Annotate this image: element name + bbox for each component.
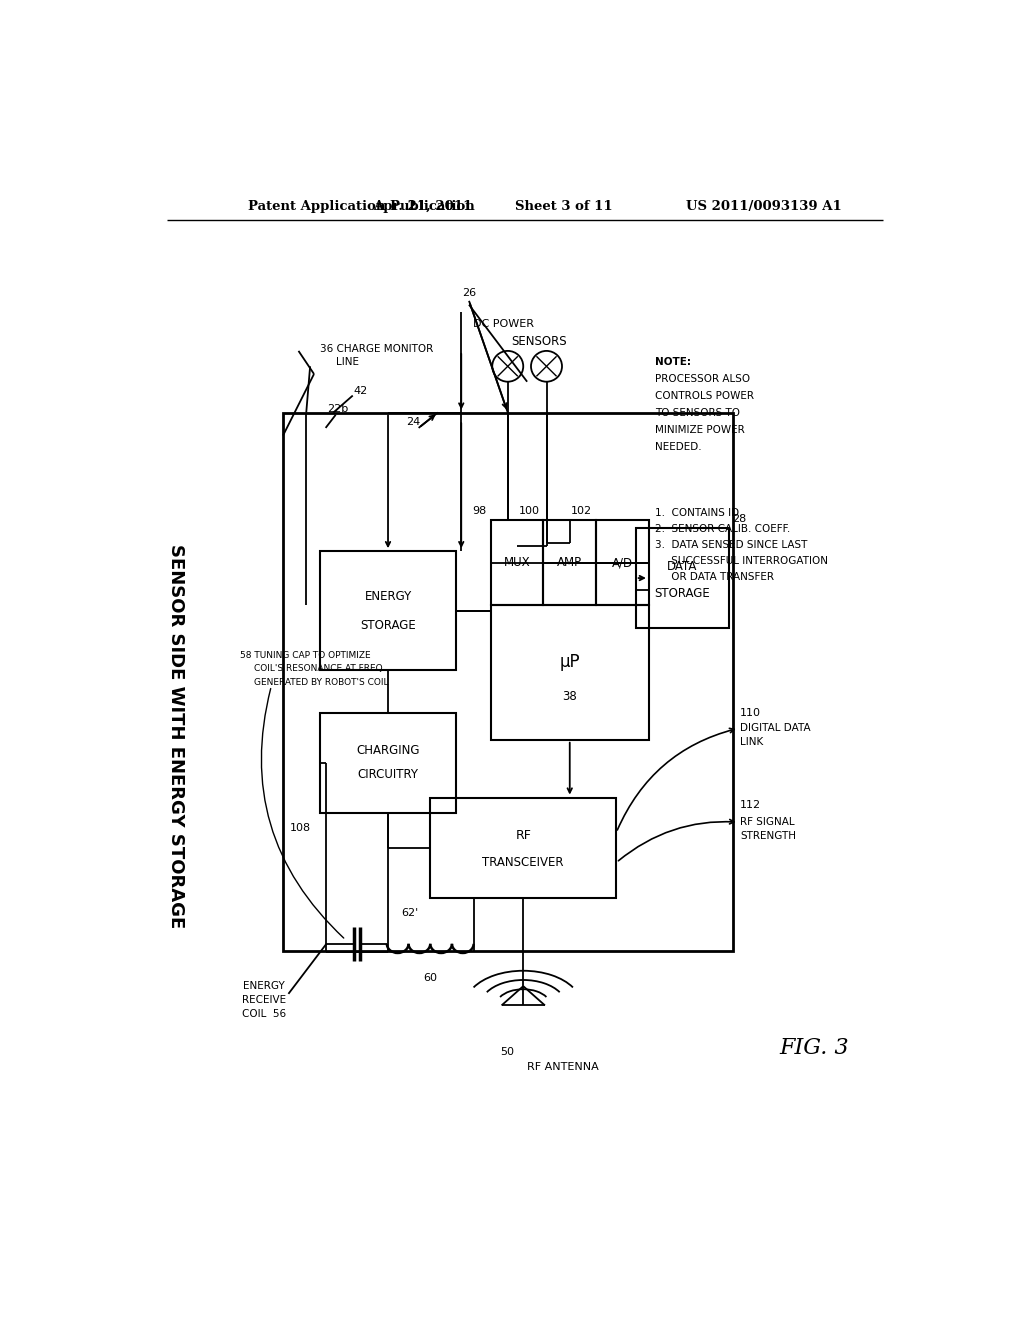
Text: 58 TUNING CAP TO OPTIMIZE: 58 TUNING CAP TO OPTIMIZE	[241, 651, 371, 660]
Text: DIGITAL DATA: DIGITAL DATA	[740, 723, 811, 733]
Text: CHARGING: CHARGING	[356, 744, 420, 758]
Text: CONTROLS POWER: CONTROLS POWER	[655, 391, 754, 401]
Text: µP: µP	[559, 652, 580, 671]
Text: NEEDED.: NEEDED.	[655, 442, 701, 453]
Text: GENERATED BY ROBOT'S COIL: GENERATED BY ROBOT'S COIL	[254, 678, 388, 688]
Text: 102: 102	[571, 506, 592, 516]
Text: 24: 24	[407, 417, 420, 426]
Text: COIL  56: COIL 56	[242, 1008, 286, 1019]
Bar	[490, 520, 544, 605]
Text: OR DATA TRANSFER: OR DATA TRANSFER	[655, 573, 774, 582]
Text: SENSORS: SENSORS	[511, 335, 566, 348]
FancyArrowPatch shape	[618, 820, 734, 861]
Text: MINIMIZE POWER: MINIMIZE POWER	[655, 425, 744, 436]
Text: SUCCESSFUL INTERROGATION: SUCCESSFUL INTERROGATION	[655, 556, 828, 566]
Text: STRENGTH: STRENGTH	[740, 832, 797, 841]
Text: RF SIGNAL: RF SIGNAL	[740, 817, 795, 828]
Text: 3.  DATA SENSED SINCE LAST: 3. DATA SENSED SINCE LAST	[655, 540, 807, 550]
Text: ENERGY: ENERGY	[365, 590, 412, 603]
Text: TO SENSORS TO: TO SENSORS TO	[655, 408, 740, 418]
Text: 2.  SENSOR CALIB. COEFF.: 2. SENSOR CALIB. COEFF.	[655, 524, 791, 533]
Text: 50: 50	[500, 1047, 514, 1056]
Bar	[430, 797, 616, 898]
Bar	[636, 528, 729, 628]
Text: CIRCUITRY: CIRCUITRY	[357, 768, 419, 781]
Text: 28: 28	[732, 513, 746, 524]
Text: 98: 98	[472, 506, 486, 516]
Text: LINK: LINK	[740, 737, 764, 747]
Text: COIL'S RESONANCE AT FREQ.: COIL'S RESONANCE AT FREQ.	[254, 664, 385, 673]
Text: 100: 100	[518, 506, 540, 516]
Text: ENERGY: ENERGY	[243, 981, 285, 991]
Text: RF: RF	[515, 829, 531, 842]
Text: US 2011/0093139 A1: US 2011/0093139 A1	[686, 199, 842, 213]
FancyArrowPatch shape	[261, 689, 344, 939]
Bar	[321, 552, 456, 671]
Text: A/D: A/D	[612, 556, 633, 569]
Text: SENSOR SIDE WITH ENERGY STORAGE: SENSOR SIDE WITH ENERGY STORAGE	[167, 544, 185, 928]
Text: TRANSCEIVER: TRANSCEIVER	[482, 857, 564, 869]
Text: 110: 110	[740, 708, 761, 718]
Text: Patent Application Publication: Patent Application Publication	[248, 199, 475, 213]
Bar	[596, 520, 649, 605]
Text: NOTE:: NOTE:	[655, 358, 691, 367]
Text: LINE: LINE	[336, 358, 358, 367]
Text: DC POWER: DC POWER	[473, 319, 534, 329]
Text: 36 CHARGE MONITOR: 36 CHARGE MONITOR	[321, 345, 433, 354]
Text: STORAGE: STORAGE	[360, 619, 416, 631]
Bar	[544, 520, 596, 605]
Bar	[490, 605, 649, 739]
Text: MUX: MUX	[504, 556, 530, 569]
Text: 112: 112	[740, 800, 762, 810]
Text: 22b: 22b	[327, 404, 348, 413]
Bar	[283, 412, 732, 952]
Text: Sheet 3 of 11: Sheet 3 of 11	[515, 199, 612, 213]
Text: Apr. 21, 2011: Apr. 21, 2011	[373, 199, 472, 213]
Text: 108: 108	[290, 824, 311, 833]
Text: 26: 26	[462, 288, 476, 298]
Text: STORAGE: STORAGE	[654, 586, 710, 599]
Text: 42: 42	[353, 385, 368, 396]
Bar	[321, 713, 456, 813]
Text: 1.  CONTAINS ID.: 1. CONTAINS ID.	[655, 508, 742, 517]
FancyArrowPatch shape	[617, 729, 734, 830]
Text: FIG. 3: FIG. 3	[779, 1036, 849, 1059]
Text: 62': 62'	[401, 908, 419, 917]
Text: DATA: DATA	[667, 560, 697, 573]
Text: RECEIVE: RECEIVE	[242, 995, 286, 1005]
Text: 60: 60	[423, 973, 437, 983]
Text: AMP: AMP	[557, 556, 583, 569]
Text: RF ANTENNA: RF ANTENNA	[527, 1063, 599, 1072]
Text: 38: 38	[562, 690, 578, 704]
Text: PROCESSOR ALSO: PROCESSOR ALSO	[655, 375, 751, 384]
